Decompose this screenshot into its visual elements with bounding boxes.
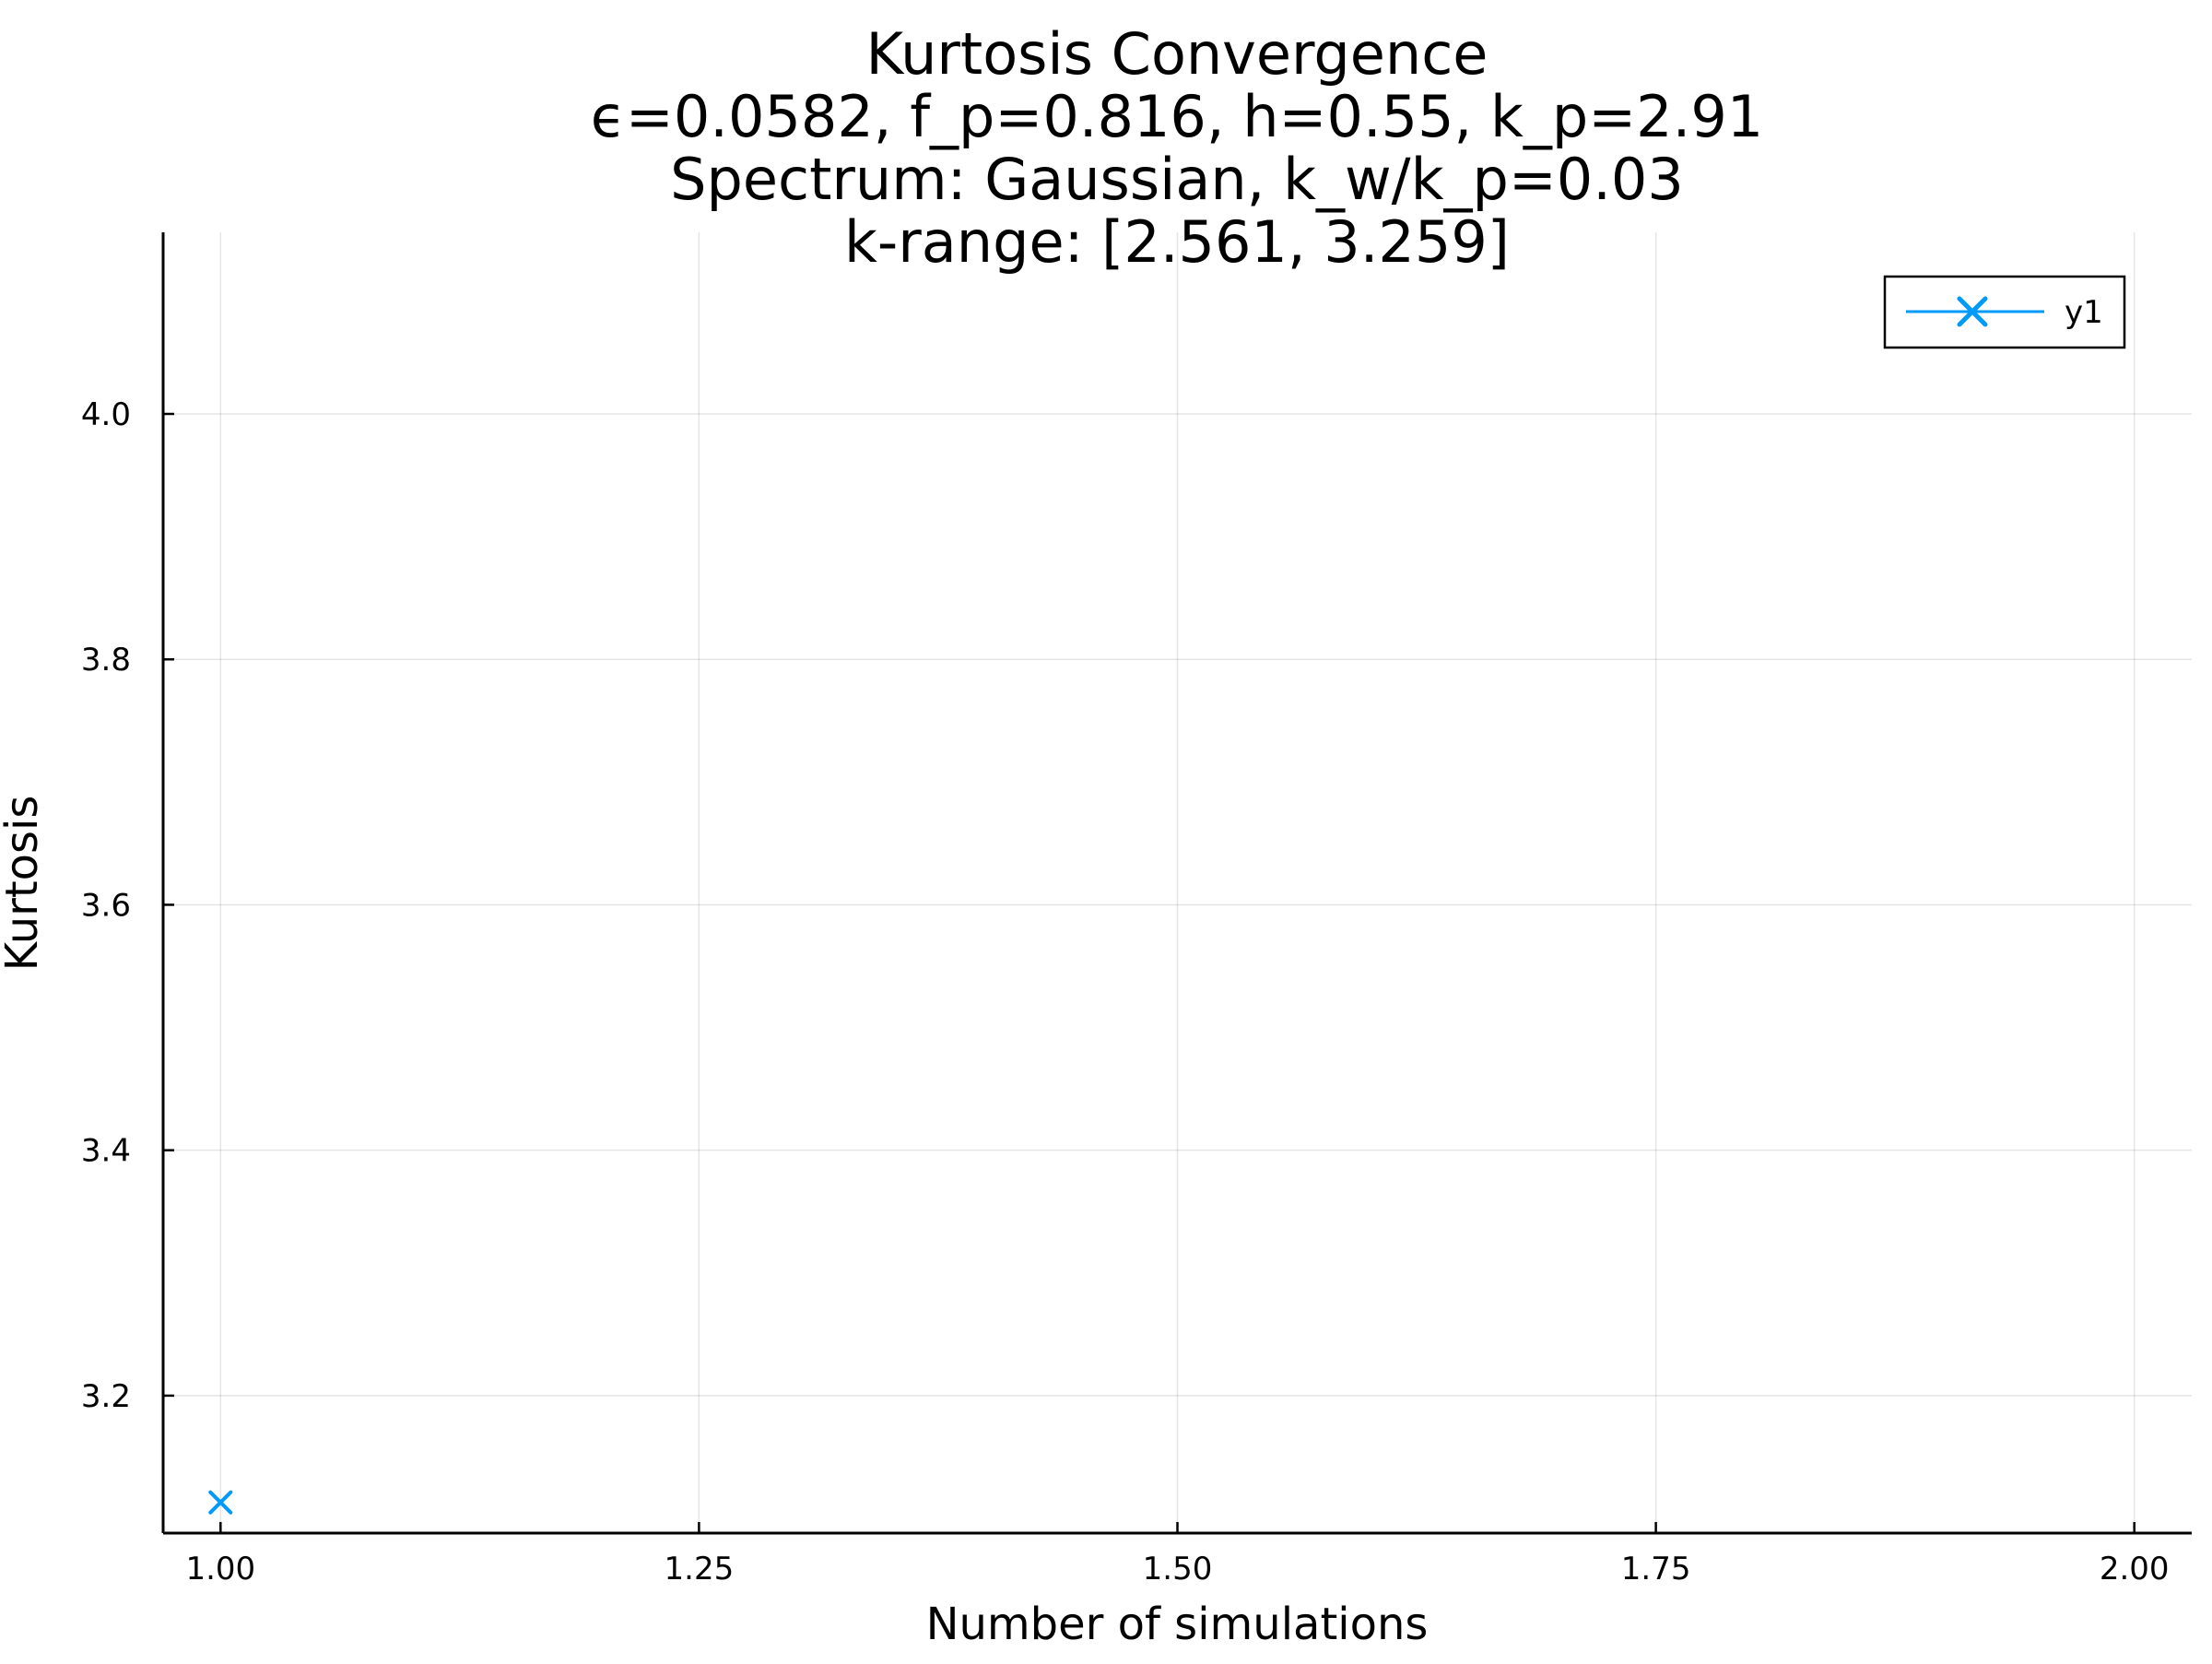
data-point [208,1490,233,1515]
title-line-1: Kurtosis Convergence [866,20,1488,88]
chart-title: Kurtosis Convergence ϵ=0.0582, f_p=0.816… [591,20,1763,276]
x-axis-ticks: 1.00 1.25 1.50 1.75 2.00 [185,1522,2170,1587]
grid-lines [163,232,2192,1533]
y-axis-label: Kurtosis [0,796,48,972]
y-tick-label: 3.2 [81,1378,131,1415]
title-line-3: Spectrum: Gaussian, k_w/k_p=0.03 [670,146,1684,213]
title-line-4: k-range: [2.561, 3.259] [844,208,1510,276]
legend: y1 [1883,275,2126,349]
y-tick-label: 3.6 [81,887,131,924]
y-tick-label: 4.0 [81,396,131,433]
title-line-2: ϵ=0.0582, f_p=0.816, h=0.55, k_p=2.91 [591,83,1763,150]
x-tick-label: 1.50 [1143,1551,1213,1587]
y-tick-label: 3.4 [81,1133,131,1170]
y-tick-label: 3.8 [81,642,131,679]
y-axis-ticks: 3.2 3.4 3.6 3.8 4.0 [81,396,174,1415]
legend-label-y1: y1 [2065,294,2103,331]
x-tick-label: 1.75 [1621,1551,1691,1587]
x-tick-label: 2.00 [2100,1551,2170,1587]
legend-marker [1957,296,1988,327]
x-axis-label: Number of simulations [926,1599,1429,1650]
x-tick-label: 1.25 [665,1551,735,1587]
data-series [208,1490,233,1515]
x-tick-label: 1.00 [185,1551,255,1587]
